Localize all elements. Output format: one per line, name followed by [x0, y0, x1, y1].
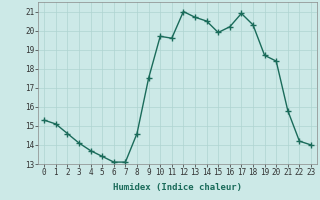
X-axis label: Humidex (Indice chaleur): Humidex (Indice chaleur)	[113, 183, 242, 192]
